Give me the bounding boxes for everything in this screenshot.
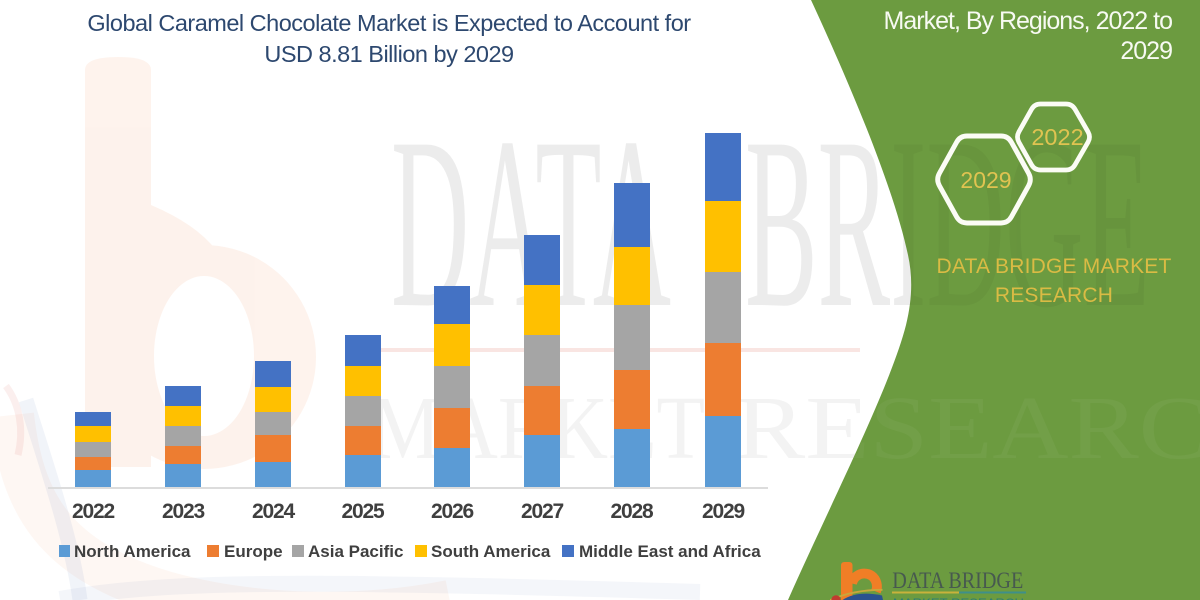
svg-text:2029: 2029 [960,167,1011,193]
svg-text:RESEARCH: RESEARCH [735,379,1200,478]
svg-text:MARKET RESEARCH: MARKET RESEARCH [893,596,1024,600]
svg-text:DATA BRIDGE: DATA BRIDGE [892,568,1023,593]
svg-text:2022: 2022 [1031,124,1083,150]
